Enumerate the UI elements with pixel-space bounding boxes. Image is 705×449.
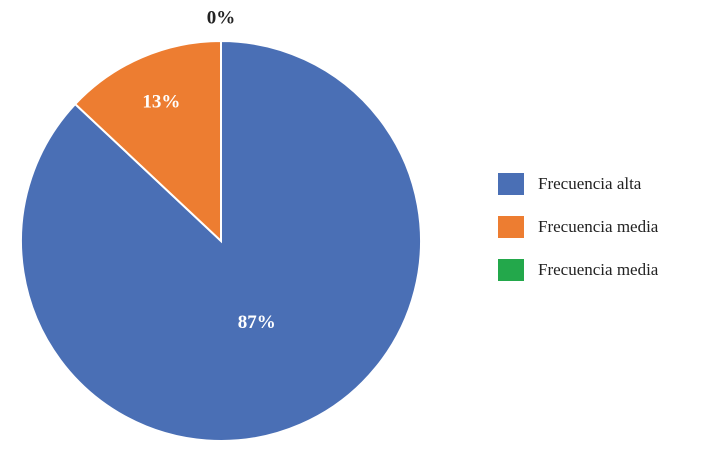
pie-slice [73,39,222,244]
pie-slice [20,39,422,442]
legend-swatch [498,173,524,195]
data-label: 0% [207,7,236,28]
legend-label: Frecuencia media [538,260,659,279]
legend-swatch [498,259,524,281]
data-label: 87% [238,312,276,333]
data-label: 13% [142,92,180,113]
legend-swatch [498,216,524,238]
legend-label: Frecuencia media [538,217,659,236]
legend-label: Frecuencia alta [538,174,642,193]
